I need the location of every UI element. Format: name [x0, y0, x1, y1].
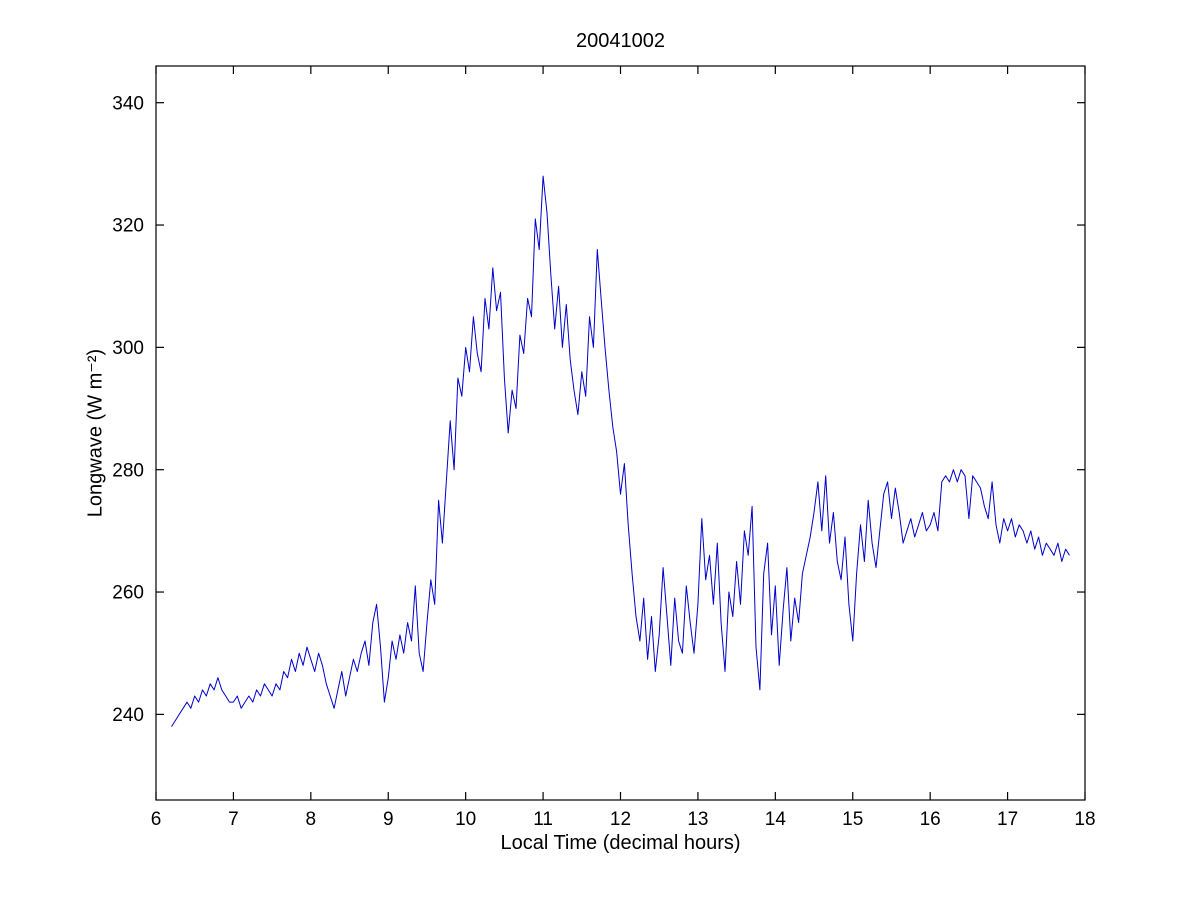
y-axis-label: Longwave (W m⁻²): [84, 348, 107, 518]
data-line-longwave: [171, 175, 1070, 727]
y-tick-label: 260: [112, 583, 144, 604]
x-tick-label: 16: [920, 809, 941, 830]
x-tick-label: 14: [765, 809, 787, 830]
x-tick-label: 10: [455, 809, 476, 830]
x-tick-label: 17: [997, 809, 1018, 830]
y-tick-label: 320: [112, 216, 144, 237]
x-tick-label: 12: [610, 809, 631, 830]
x-axis-label: Local Time (decimal hours): [500, 832, 741, 854]
x-tick-label: 7: [228, 809, 239, 830]
x-tick-label: 6: [151, 809, 162, 830]
x-tick-label: 8: [306, 809, 317, 830]
y-tick-label: 240: [112, 705, 144, 726]
x-tick-label: 9: [383, 809, 394, 830]
x-tick-label: 11: [533, 809, 553, 830]
y-tick-label: 300: [112, 338, 144, 359]
chart-title: 20041002: [576, 30, 665, 52]
y-tick-label: 340: [112, 93, 144, 114]
x-tick-label: 15: [842, 809, 863, 830]
y-tick-label: 280: [112, 460, 144, 481]
axis-box: [155, 65, 1086, 801]
x-tick-label: 13: [687, 809, 708, 830]
x-tick-label: 18: [1074, 809, 1095, 830]
